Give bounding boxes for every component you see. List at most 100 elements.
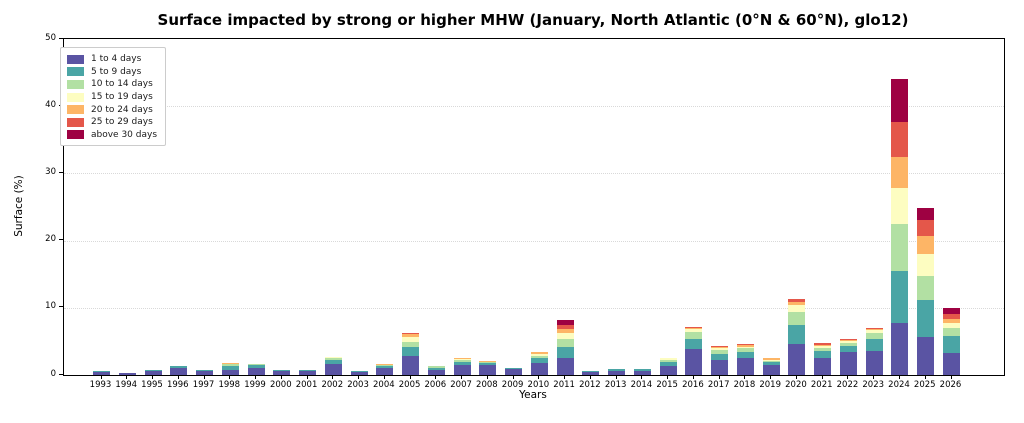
x-tick-label: 2025 (913, 380, 936, 390)
x-tick-label: 2005 (398, 380, 421, 390)
x-tick-label: 1993 (89, 380, 112, 390)
bar-segment (917, 299, 935, 338)
y-axis-label: Surface (%) (13, 175, 25, 237)
bar-segment (221, 370, 239, 375)
x-tick-label: 1998 (218, 380, 241, 390)
bar-segment (943, 323, 960, 328)
x-tick-label: 2014 (630, 380, 653, 390)
bar-segment (453, 358, 471, 360)
bar-segment (865, 332, 883, 339)
legend: 1 to 4 days 5 to 9 days 10 to 14 days 15 to… (60, 47, 167, 147)
x-tick-mark (615, 375, 617, 379)
bar-segment (402, 334, 420, 337)
x-tick-mark (461, 375, 463, 379)
bar-segment (814, 358, 832, 375)
x-tick-label: 2024 (888, 380, 910, 390)
x-tick-mark (229, 375, 231, 379)
x-tick-label: 2002 (321, 380, 344, 390)
bar-segment (891, 188, 909, 224)
x-tick-label: 2006 (424, 380, 447, 390)
bar-segment (865, 338, 883, 352)
x-tick-mark (847, 375, 849, 379)
bar-segment (376, 364, 394, 366)
x-tick-mark (255, 375, 257, 379)
legend-entry: 25 to 29 days (67, 116, 157, 129)
bar-segment (556, 333, 574, 340)
bar-segment (453, 361, 471, 365)
x-tick-mark (873, 375, 875, 379)
chart-title: Surface impacted by strong or higher MHW… (157, 11, 909, 29)
bar-segment (865, 327, 883, 329)
x-tick-label: 2019 (759, 380, 781, 390)
x-tick-label: 1997 (192, 380, 215, 390)
legend-label: 10 to 14 days (91, 79, 153, 90)
bar-segment (427, 369, 445, 375)
y-tick-mark (59, 171, 63, 173)
x-tick-label: 2017 (707, 380, 730, 390)
y-tick-label: 20 (45, 234, 56, 245)
x-tick-mark (795, 375, 797, 379)
bar-segment (839, 339, 857, 341)
bar-segment (324, 360, 342, 364)
x-tick-mark (744, 375, 746, 379)
x-tick-label: 2011 (553, 380, 575, 390)
bar-segment (324, 358, 342, 361)
bar-segment (917, 220, 935, 236)
bar-segment (839, 342, 857, 347)
x-tick-mark (564, 375, 566, 379)
x-tick-mark (126, 375, 128, 379)
legend-entry: 15 to 19 days (67, 91, 157, 104)
bar-segment (556, 319, 574, 326)
x-tick-mark (924, 375, 926, 379)
bar-segment (556, 325, 574, 330)
y-tick-mark (59, 306, 63, 308)
x-tick-mark (770, 375, 772, 379)
bar-segment (530, 352, 548, 354)
legend-swatch (67, 54, 84, 64)
plot-area (63, 38, 1005, 376)
grid-line (64, 106, 1004, 108)
bar-segment (891, 156, 909, 189)
bar-segment (788, 299, 806, 303)
bar-segment (530, 355, 548, 359)
x-tick-label: 2000 (269, 380, 292, 390)
x-tick-label: 2010 (527, 380, 550, 390)
legend-label: 15 to 19 days (91, 92, 153, 103)
bar-segment (324, 357, 342, 359)
x-tick-mark (358, 375, 360, 379)
bar-segment (685, 348, 703, 375)
bar-segment (685, 338, 703, 349)
bar-segment (788, 344, 806, 375)
x-tick-mark (898, 375, 900, 379)
legend-label: 20 to 24 days (91, 104, 153, 115)
bar-segment (144, 370, 162, 371)
bar-segment (891, 270, 909, 324)
bar-segment (350, 371, 368, 375)
bar-segment (376, 367, 394, 375)
bar-segment (299, 370, 317, 375)
bar-segment (170, 367, 188, 375)
bar-segment (736, 346, 754, 349)
bar-segment (659, 365, 677, 375)
bar-segment (814, 344, 832, 347)
y-tick-label: 0 (50, 368, 56, 379)
bar-segment (479, 365, 497, 375)
bar-segment (736, 345, 754, 347)
bar-segment (736, 344, 754, 346)
bar-segment (273, 370, 291, 375)
bar-segment (711, 346, 729, 348)
x-tick-label: 2015 (656, 380, 678, 390)
x-tick-mark (950, 375, 952, 379)
bar-segment (865, 329, 883, 333)
bar-segment (376, 365, 394, 368)
bar-segment (943, 313, 960, 320)
bar-segment (891, 122, 909, 157)
bar-segment (891, 323, 909, 375)
bar-segment (479, 360, 497, 362)
bar-segment (711, 347, 729, 349)
bar-segment (479, 362, 497, 366)
bar-segment (427, 367, 445, 370)
bar-segment (247, 364, 265, 366)
bar-segment (917, 275, 935, 300)
